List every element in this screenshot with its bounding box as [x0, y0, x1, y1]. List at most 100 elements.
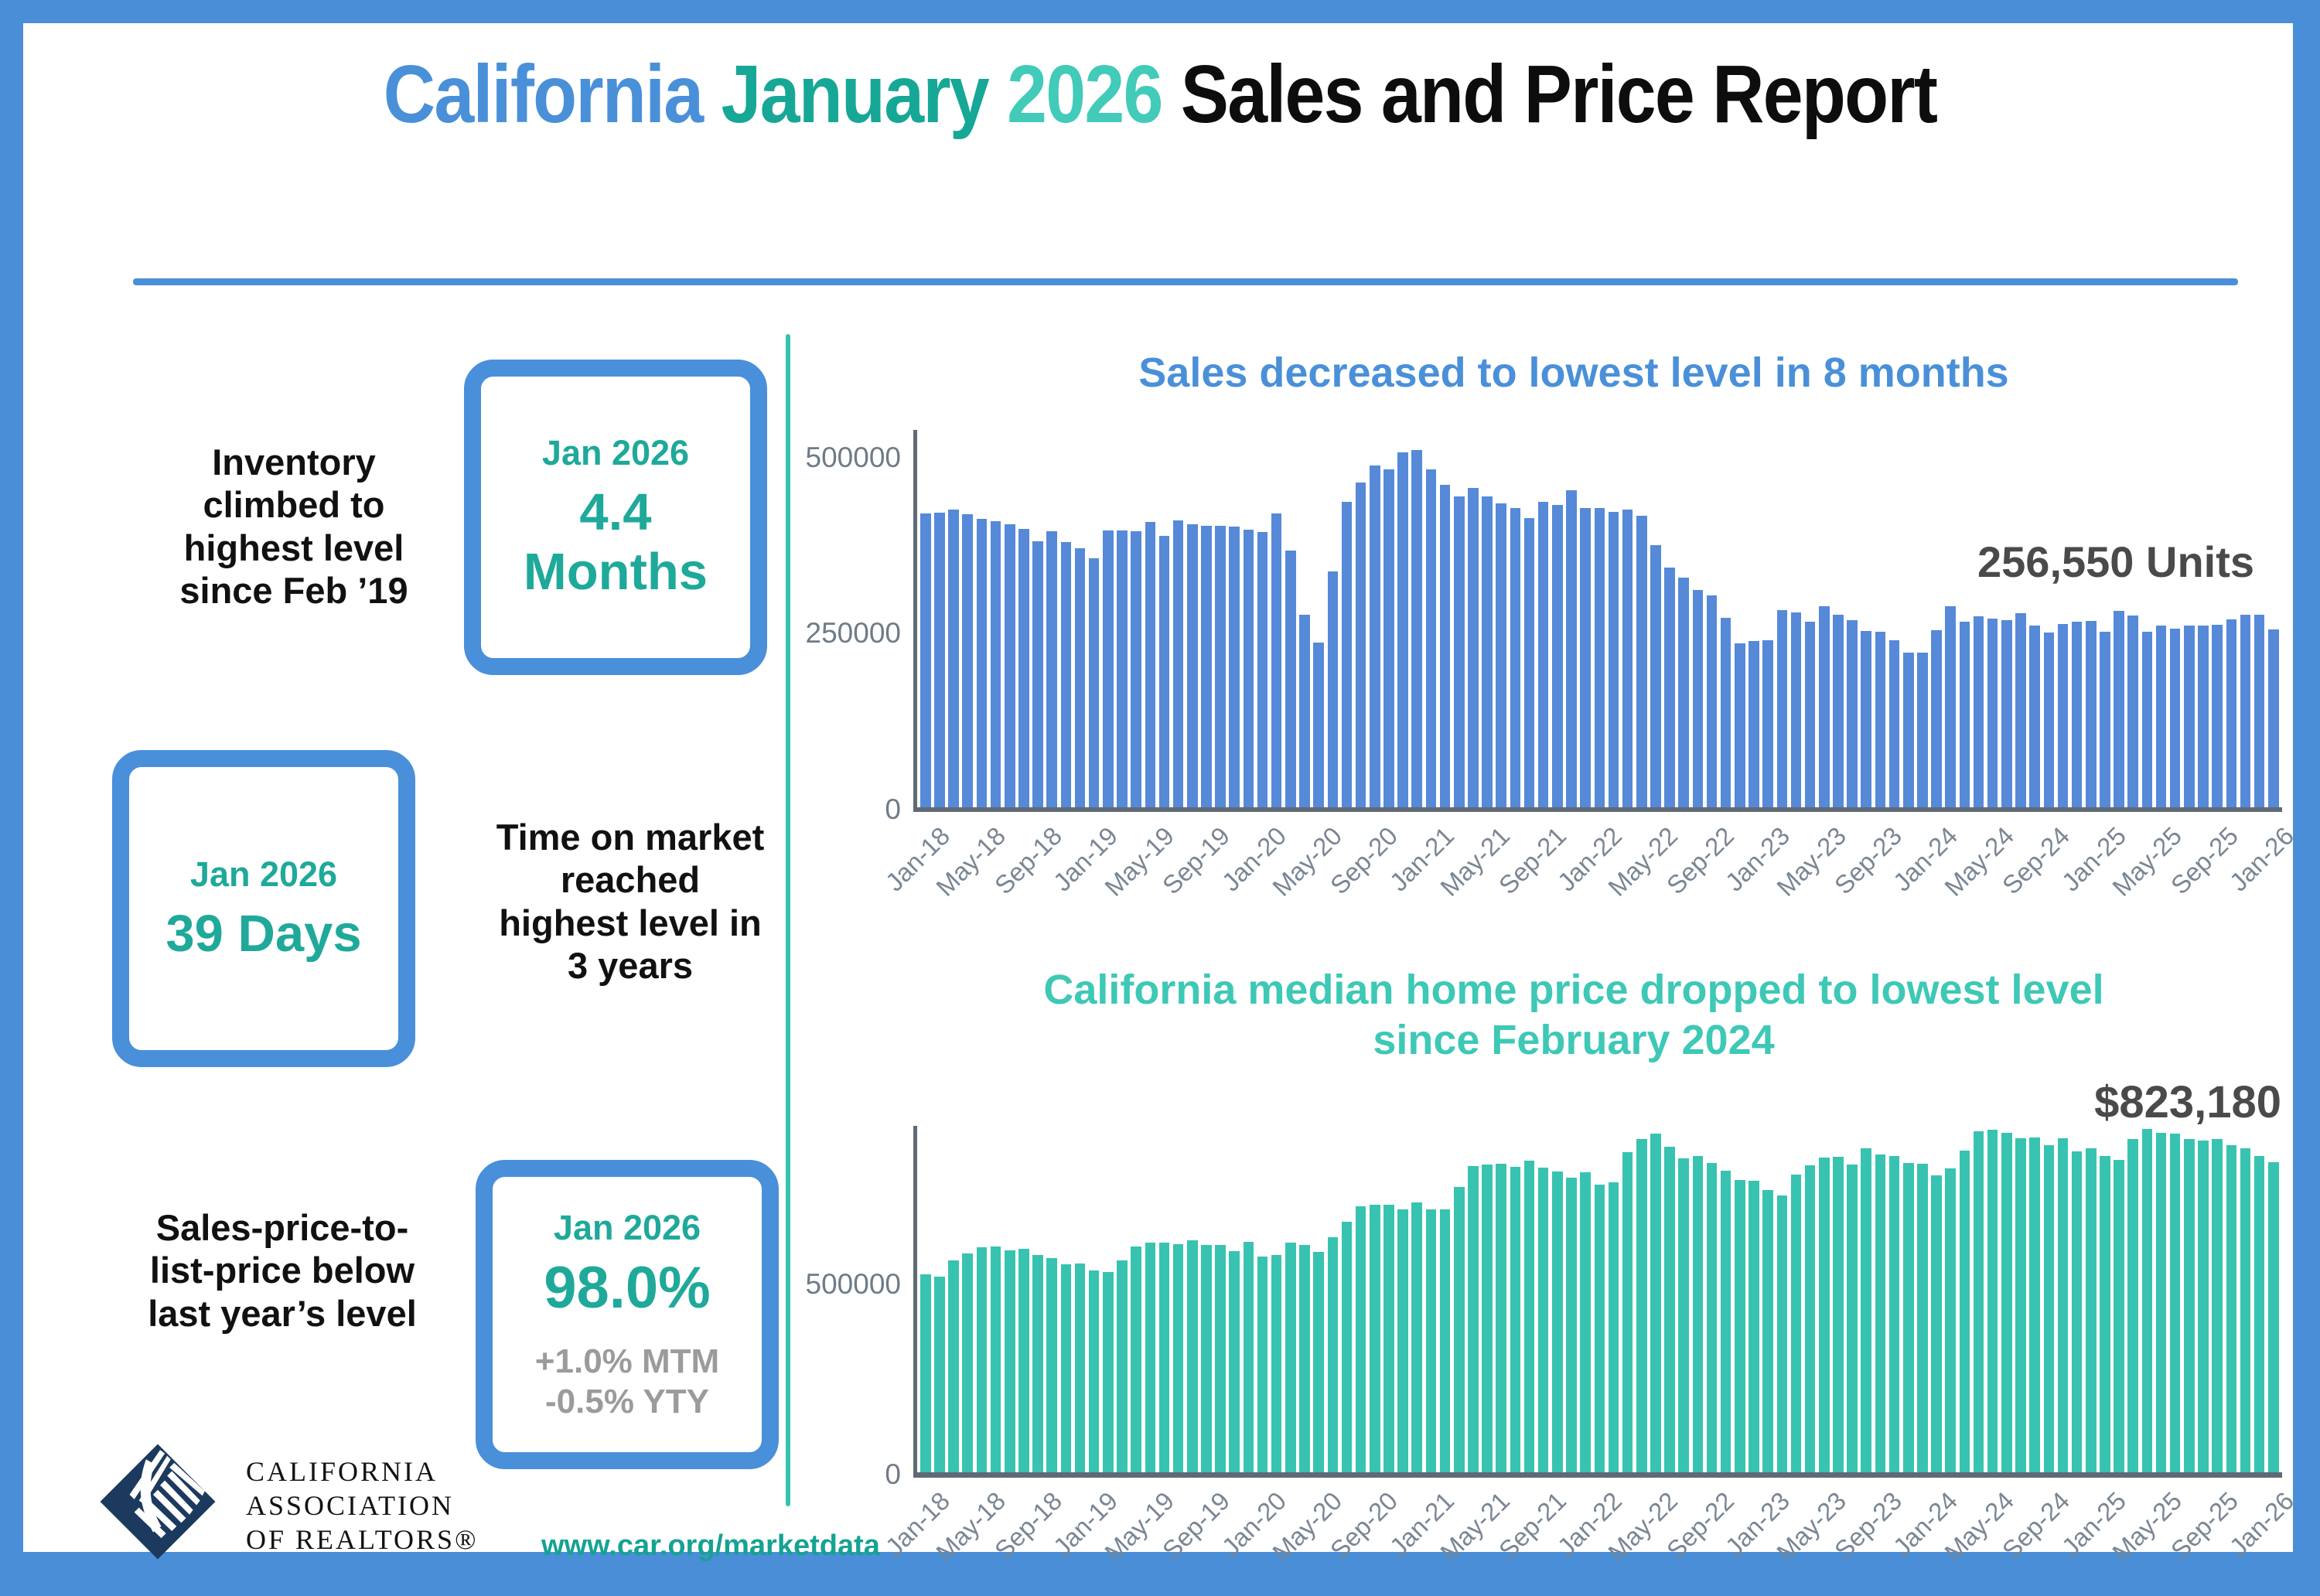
bar — [2268, 1162, 2279, 1475]
bar — [1735, 1179, 1745, 1475]
bar — [1004, 523, 1015, 810]
stat-inventory-period: Jan 2026 — [541, 433, 690, 472]
bar — [1215, 1245, 1226, 1475]
title-year: 2026 — [1007, 49, 1163, 140]
bar — [1945, 605, 1956, 810]
bar — [1608, 511, 1619, 810]
bar — [2155, 625, 2167, 810]
bar — [1425, 1209, 1437, 1475]
bar — [1453, 1186, 1465, 1475]
bar — [1313, 1251, 1324, 1475]
bar — [1257, 1257, 1268, 1475]
bar — [2085, 1148, 2097, 1475]
bar — [1608, 1182, 1619, 1475]
bar — [1299, 615, 1310, 810]
bar — [1917, 653, 1928, 810]
bar — [976, 519, 988, 810]
bar — [2029, 1137, 2040, 1475]
bar — [1580, 507, 1591, 810]
bar — [1088, 558, 1100, 810]
bar — [1650, 1133, 1661, 1475]
vertical-divider — [786, 334, 790, 1506]
bar — [1186, 524, 1198, 810]
bar — [1931, 629, 1942, 810]
bar — [1510, 508, 1521, 810]
bar — [2015, 1138, 2026, 1475]
bar — [2071, 621, 2083, 810]
stat-sp2lp-yty: -0.5% YTY — [545, 1382, 709, 1420]
bar — [2043, 632, 2055, 810]
stat-sp2lp-changes: +1.0% MTM -0.5% YTY — [535, 1342, 719, 1420]
bar — [2029, 626, 2040, 810]
bar — [1482, 496, 1493, 810]
bar — [1411, 1202, 1423, 1475]
bar — [1804, 1165, 1816, 1475]
bar — [1074, 548, 1086, 810]
bar — [1537, 1168, 1549, 1475]
bar — [1875, 631, 1886, 810]
bar — [1622, 1152, 1633, 1475]
marketdata-link[interactable]: www.car.org/marketdata — [541, 1530, 880, 1562]
bar — [1229, 1250, 1240, 1475]
bar — [1257, 532, 1268, 810]
bar — [1706, 595, 1718, 810]
bar — [1664, 567, 1675, 810]
bar — [1749, 1181, 1759, 1475]
bar — [1636, 1138, 1647, 1475]
bar — [2155, 1133, 2167, 1475]
bar — [2015, 613, 2026, 810]
bar — [1917, 1163, 1928, 1475]
bar — [1566, 490, 1577, 810]
bar — [1664, 1147, 1675, 1475]
bar — [1327, 1237, 1339, 1475]
bar — [1762, 1189, 1773, 1475]
bar — [2240, 615, 2251, 810]
bar — [1468, 487, 1479, 810]
bar — [2169, 1133, 2181, 1475]
bar — [2001, 620, 2012, 810]
bar — [976, 1246, 988, 1475]
bar — [2226, 1145, 2237, 1475]
bar — [1847, 1165, 1858, 1475]
bar — [934, 1277, 945, 1475]
bar — [948, 1260, 959, 1475]
bar — [1453, 496, 1465, 810]
bar — [2184, 1139, 2195, 1475]
bar — [1271, 1255, 1282, 1475]
bar — [1692, 589, 1704, 810]
bar — [1523, 1160, 1535, 1475]
title-california: California — [383, 49, 704, 140]
bar — [1201, 1245, 1212, 1475]
bar — [962, 1253, 974, 1475]
bar — [1861, 1148, 1872, 1475]
sales-annotation: 256,550 Units — [1977, 537, 2254, 586]
bar — [1622, 510, 1633, 810]
bar — [1229, 527, 1240, 810]
bar — [1355, 1206, 1366, 1475]
bar — [2184, 626, 2195, 810]
org-line-3: OF REALTORS® — [246, 1523, 479, 1555]
bar — [1833, 615, 1844, 810]
bar — [920, 513, 931, 810]
stat-sp2lp-box: Jan 2026 98.0% +1.0% MTM -0.5% YTY — [476, 1160, 779, 1469]
bar — [1145, 522, 1156, 810]
bar — [1692, 1156, 1704, 1475]
price-annotation: $823,180 — [2094, 1077, 2281, 1127]
bar — [2100, 1156, 2110, 1475]
y-tick-label: 500000 — [805, 441, 901, 473]
bar — [948, 509, 959, 810]
page-title: California January 2026 Sales and Price … — [139, 48, 2181, 142]
bar — [1088, 1270, 1100, 1475]
stat-dom-value: 39 Days — [165, 904, 362, 963]
bar — [1032, 1255, 1043, 1475]
bar — [1131, 531, 1141, 810]
bar — [1046, 530, 1057, 810]
y-tick-label: 0 — [885, 1458, 901, 1490]
bar — [1285, 1242, 1296, 1475]
bar — [2043, 1145, 2055, 1475]
sales-y-spine — [913, 430, 917, 812]
price-y-spine — [913, 1126, 917, 1478]
bar — [1158, 1243, 1170, 1475]
bar — [1131, 1246, 1141, 1475]
bar — [1833, 1156, 1844, 1475]
